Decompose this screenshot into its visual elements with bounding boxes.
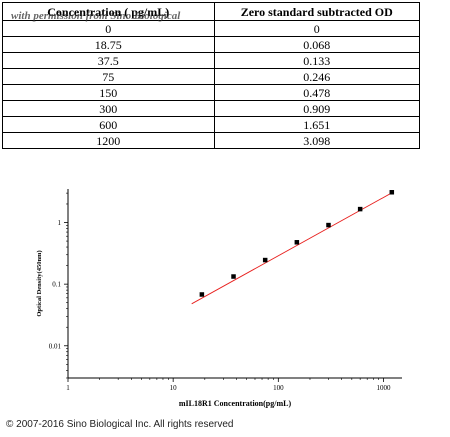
y-tick-label: 0.1 — [52, 281, 61, 289]
cell-concentration: 0 — [2, 20, 215, 37]
cell-concentration: 37.5 — [2, 52, 215, 69]
cell-concentration: 150 — [2, 84, 215, 101]
table-body: 0 0 18.75 0.068 37.5 0.133 75 0.246 150 0.478 300 0… — [2, 20, 421, 149]
y-axis-label: Optical Density(450nm) — [36, 250, 43, 316]
table-row: 37.5 0.133 — [2, 52, 421, 69]
x-tick-label: 10 — [170, 384, 178, 392]
table-header-row: Concentration ( pg/mL) with permission f… — [2, 2, 421, 22]
standard-curve-table: Concentration ( pg/mL) with permission f… — [2, 2, 421, 149]
cell-od: 0.068 — [213, 36, 421, 53]
x-tick-label: 1 — [66, 384, 70, 392]
header-concentration: Concentration ( pg/mL) with permission f… — [2, 2, 215, 22]
data-point — [326, 222, 331, 228]
copyright-text: © 2007-2016 Sino Biological Inc. All rig… — [6, 419, 234, 430]
table-row: 75 0.246 — [2, 68, 421, 85]
data-point — [231, 274, 236, 279]
table-row: 1200 3.098 — [2, 132, 421, 149]
y-tick-label: 1 — [58, 219, 62, 227]
y-tick-label: 0.01 — [49, 342, 62, 350]
data-point — [294, 240, 300, 245]
header-concentration-label: Concentration ( pg/mL) — [47, 4, 170, 19]
standard-curve-chart: 1 10 100 1000 0.01 0.1 1 mIL18R1 Concentration(… — [36, 189, 402, 408]
cell-concentration: 300 — [2, 100, 215, 117]
table-row: 18.75 0.068 — [2, 36, 421, 53]
cell-od: 3.098 — [213, 132, 421, 149]
cell-od: 0.478 — [213, 84, 421, 101]
cell-od: 0.133 — [213, 52, 421, 69]
x-tick-label: 100 — [273, 384, 284, 392]
x-axis-label: mIL18R1 Concentration(pg/mL) — [179, 399, 292, 408]
cell-concentration: 1200 — [2, 132, 215, 149]
cell-concentration: 600 — [2, 116, 215, 133]
cell-concentration: 18.75 — [2, 36, 215, 53]
data-point — [199, 292, 205, 297]
table-row: 600 1.651 — [2, 116, 421, 133]
cell-od: 0.246 — [213, 68, 421, 85]
fit-line — [191, 191, 394, 305]
data-point — [389, 190, 395, 195]
table-row: 300 0.909 — [2, 100, 421, 117]
data-point — [262, 257, 268, 263]
data-point — [357, 206, 363, 212]
x-tick-label: 1000 — [376, 384, 391, 392]
header-od: Zero standard subtracted OD — [213, 2, 421, 21]
cell-od: 0.909 — [213, 100, 421, 117]
cell-concentration: 75 — [2, 68, 215, 85]
cell-od: 1.651 — [213, 116, 421, 133]
table-row: 150 0.478 — [2, 84, 421, 101]
cell-od: 0 — [213, 20, 421, 37]
